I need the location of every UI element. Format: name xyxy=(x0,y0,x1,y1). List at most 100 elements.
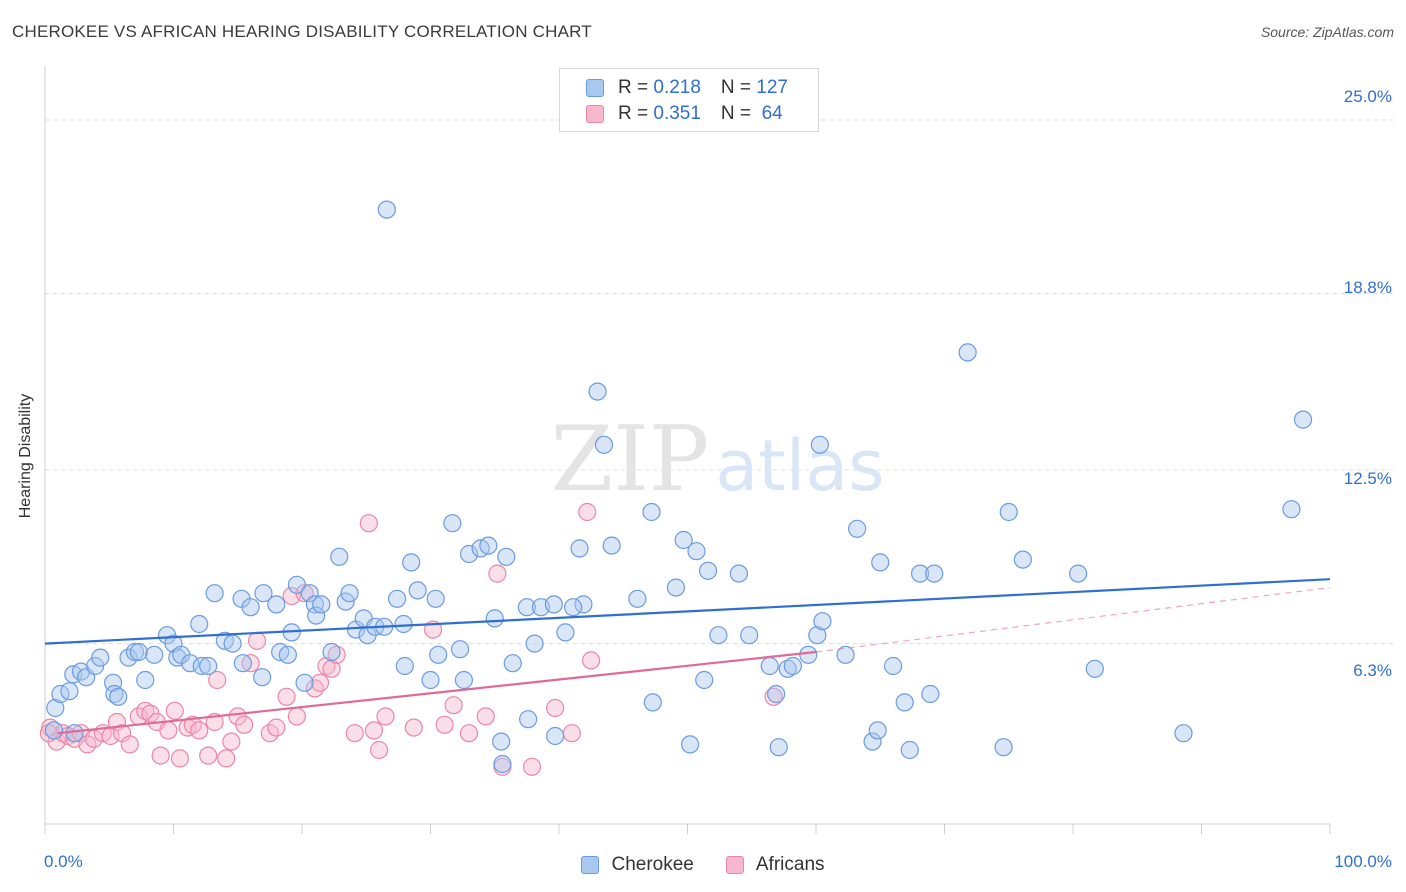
africans-point xyxy=(345,724,364,743)
x-tick-label-max: 100.0% xyxy=(1334,852,1392,871)
cherokee-point xyxy=(181,654,200,673)
cherokee-swatch xyxy=(586,79,604,97)
bottom-legend-label: Cherokee xyxy=(611,854,694,875)
cherokee-point xyxy=(394,614,413,634)
y-tick-label: 18.8% xyxy=(1343,278,1392,297)
africans-point xyxy=(241,654,260,673)
cherokee-point xyxy=(492,732,511,751)
legend-row-cherokee: R = 0.218 N = 127 xyxy=(586,77,788,99)
africans-trend-line xyxy=(57,650,817,735)
cherokee-point xyxy=(395,656,414,676)
cherokee-point xyxy=(544,595,563,614)
legend-row-africans: R = 0.351 N = 64 xyxy=(586,103,783,125)
cherokee-point xyxy=(205,584,224,603)
cherokee-point xyxy=(525,634,544,653)
africans-point xyxy=(578,502,597,522)
cherokee-point xyxy=(145,645,164,664)
cherokee-point xyxy=(454,670,474,690)
cherokee-point xyxy=(783,656,802,676)
cherokee-point xyxy=(836,645,855,664)
cherokee-point xyxy=(698,561,718,580)
cherokee-point xyxy=(1282,500,1301,519)
africans-point xyxy=(459,724,479,743)
cherokee-point xyxy=(443,514,462,533)
cherokee-point xyxy=(900,740,919,760)
cherokee-point xyxy=(1085,659,1104,678)
africans-point xyxy=(376,707,395,726)
africans-point xyxy=(370,740,389,760)
cherokee-point xyxy=(426,589,445,608)
cherokee-point xyxy=(254,584,273,603)
cherokee-point xyxy=(895,693,914,712)
cherokee-point xyxy=(799,645,818,664)
africans-point xyxy=(208,670,227,690)
cherokee-point xyxy=(729,564,749,583)
cherokee-point xyxy=(910,564,930,583)
cherokee-point xyxy=(125,642,145,662)
cherokee-point xyxy=(740,626,759,645)
bottom-legend-cherokee: Cherokee xyxy=(581,854,694,876)
africans-point xyxy=(170,749,190,768)
cherokee-point xyxy=(44,721,64,740)
cherokee-point xyxy=(519,710,538,729)
cherokee-point xyxy=(1013,550,1032,569)
cherokee-point xyxy=(594,435,614,454)
cherokee-point xyxy=(778,659,797,678)
legend-r-value: 0.351 xyxy=(653,103,701,124)
cherokee-point xyxy=(1293,410,1313,429)
cherokee-point xyxy=(136,670,155,690)
cherokee-point xyxy=(421,670,440,690)
y-tick-label: 6.3% xyxy=(1353,661,1392,680)
cherokee-point xyxy=(958,343,977,362)
africans-point xyxy=(435,715,454,734)
africans-point xyxy=(488,564,507,583)
y-tick-label: 25.0% xyxy=(1343,87,1392,106)
cherokee-point xyxy=(307,606,326,625)
africans-point xyxy=(217,749,236,768)
cherokee-point xyxy=(322,642,341,662)
cherokee-point xyxy=(921,684,940,704)
africans-point xyxy=(165,701,184,720)
cherokee-point xyxy=(994,738,1013,757)
x-tick-label-min: 0.0% xyxy=(44,852,83,871)
cherokee-point xyxy=(387,589,407,608)
cherokee-point xyxy=(295,673,314,692)
africans-point xyxy=(562,724,581,743)
cherokee-point xyxy=(760,656,779,676)
africans-point xyxy=(476,707,495,726)
cherokee-point xyxy=(129,642,148,662)
africans-point xyxy=(305,679,324,698)
africans-point xyxy=(136,701,155,720)
cherokee-point xyxy=(199,656,218,676)
cherokee-point xyxy=(695,670,714,690)
cherokee-point xyxy=(767,684,786,704)
trend-lines xyxy=(44,578,1331,735)
cherokee-point xyxy=(223,634,242,653)
africans-point xyxy=(120,735,139,754)
cherokee-point xyxy=(278,645,297,664)
africans-trend-extension xyxy=(815,587,1331,653)
cherokee-point xyxy=(241,598,260,617)
africans-point xyxy=(190,721,209,740)
cherokee-point xyxy=(192,656,211,676)
cherokee-point xyxy=(642,502,661,522)
legend-n-label: N = xyxy=(720,77,757,98)
cherokee-point xyxy=(570,539,589,558)
cherokee-point xyxy=(871,553,890,572)
cherokee-point xyxy=(925,564,944,583)
chart-title: CHEROKEE VS AFRICAN HEARING DISABILITY C… xyxy=(12,22,592,41)
y-tick-label: 12.5% xyxy=(1343,469,1392,488)
cherokee-point xyxy=(503,654,522,673)
axes xyxy=(44,66,1331,834)
cherokee-point xyxy=(628,589,647,608)
legend-r-label: R = xyxy=(618,77,654,98)
cherokee-point xyxy=(109,687,128,706)
africans-swatch xyxy=(725,856,744,874)
legend-n-label: N = xyxy=(720,103,757,124)
source-credit: Source: ZipAtlas.com xyxy=(1260,24,1394,40)
cherokee-point xyxy=(91,648,110,667)
cherokee-point xyxy=(377,200,396,219)
cherokee-point xyxy=(65,724,84,743)
cherokee-point xyxy=(1174,724,1193,743)
